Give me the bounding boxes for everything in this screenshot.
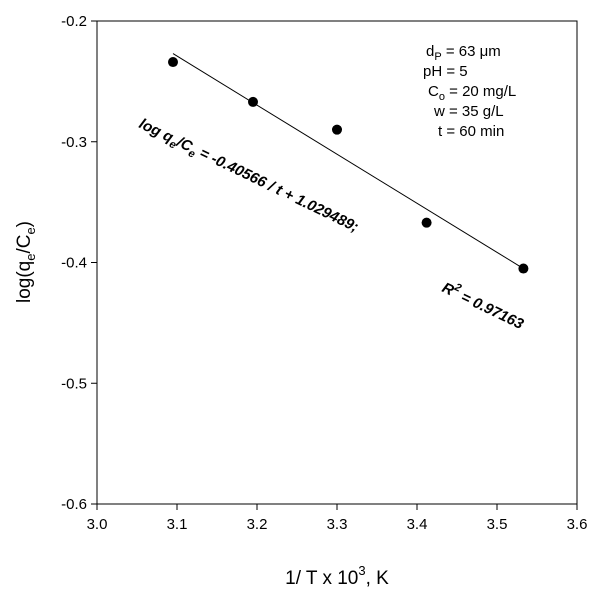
y-tick-label: -0.2 [61,13,87,30]
x-tick-label: 3.4 [407,516,428,533]
condition-time: t = 60 min [438,123,504,140]
y-tick-label: -0.3 [61,134,87,151]
data-point [421,217,432,228]
x-tick-label: 3.0 [87,516,108,533]
regression-equation: log qe/Ce = -0.40566 / t + 1.029489; [135,115,361,238]
condition-initial-conc: Co = 20 mg/L [428,83,516,103]
y-axis-label: log(qe/Ce) [14,221,38,303]
axis-tick-labels: 3.0 3.1 3.2 3.3 3.4 3.5 3.6 -0.6 -0.5 -0.4 -0.3 -0.… [61,13,587,533]
x-tick-label: 3.2 [247,516,268,533]
r-squared-label: R2 = 0.97163 [439,277,528,334]
conditions-annotation: dP = 63 μm pH = 5 Co = 20 mg/L w = 35 g/… [423,43,516,140]
condition-dose: w = 35 g/L [433,103,504,120]
x-axis-label: 1/ T x 103, K [285,563,389,589]
y-tick-label: -0.4 [61,255,87,272]
y-tick-label: -0.6 [61,496,87,513]
data-point [332,124,342,135]
condition-particle-size: dP = 63 μm [426,43,501,63]
x-tick-label: 3.3 [327,516,348,533]
data-point [518,263,529,274]
data-point [248,96,258,107]
x-tick-label: 3.5 [487,516,508,533]
data-points [168,57,529,274]
x-tick-label: 3.6 [567,516,588,533]
axis-ticks [91,20,578,510]
x-tick-label: 3.1 [167,516,188,533]
y-tick-label: -0.5 [61,375,87,392]
condition-ph: pH = 5 [423,63,468,80]
fit-line [172,53,524,269]
data-point [168,57,178,68]
